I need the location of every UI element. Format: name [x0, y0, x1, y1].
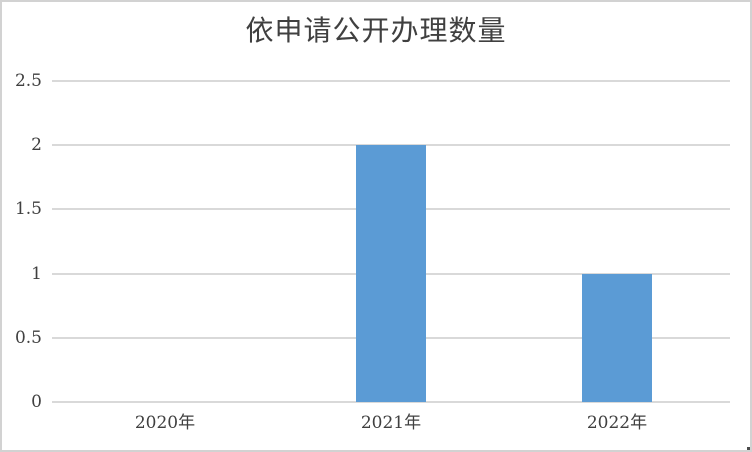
x-tick-label: 2022年: [586, 413, 648, 433]
x-axis-line: [52, 401, 730, 403]
y-tick-label: 0: [31, 392, 42, 412]
y-tick-label: 1.5: [14, 199, 42, 220]
y-tick-label: 2: [31, 135, 42, 156]
y-tick-label: 0.5: [14, 327, 42, 348]
y-tick-label: 1: [31, 263, 42, 284]
y-tick-label: 2.5: [14, 71, 42, 91]
bar-2021年: [356, 145, 426, 402]
x-tick-label: 2020年: [134, 413, 196, 433]
bar-2022年: [582, 274, 652, 402]
x-tick-label: 2021年: [360, 413, 422, 433]
corner-dot: [747, 447, 750, 450]
chart-title: 依申请公开办理数量: [245, 14, 507, 47]
gridline: [52, 80, 730, 82]
